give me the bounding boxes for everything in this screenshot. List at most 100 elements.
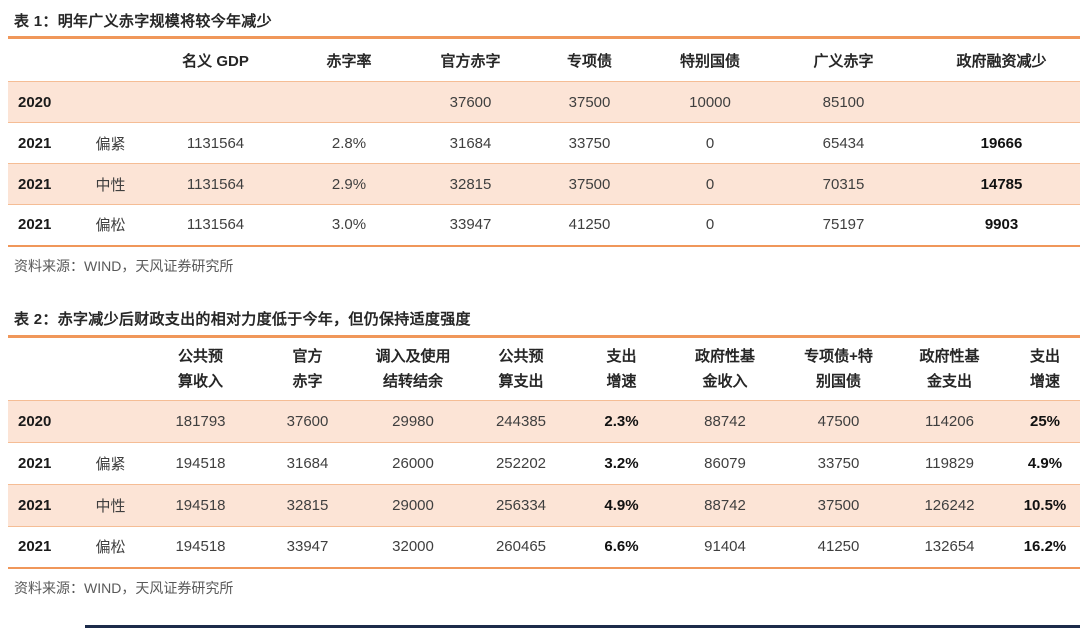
col-header-empty (8, 336, 78, 401)
col-header-line: 官方 (292, 347, 323, 365)
col-header: 政府性基 金收入 (670, 336, 780, 401)
table-cell: 33750 (780, 442, 897, 485)
col-header-line: 增速 (606, 372, 637, 390)
col-header-empty (8, 37, 78, 82)
table-cell: 37500 (780, 484, 897, 527)
table-cell: 194518 (143, 442, 258, 485)
col-header-line: 政府性基 (694, 347, 755, 365)
table-cell: 4.9% (1002, 442, 1080, 485)
col-header-line: 算支出 (498, 372, 544, 390)
table-row: 2021 偏松 1131564 3.0% 33947 41250 0 75197… (8, 205, 1080, 246)
col-header: 调入及使用 结转结余 (357, 336, 469, 401)
table-cell: 114206 (897, 400, 1002, 443)
table1: 名义 GDP 赤字率 官方赤字 专项债 特别国债 广义赤字 政府融资减少 202… (8, 36, 1080, 247)
table-cell: 41250 (817, 538, 860, 556)
col-header-line: 政府性基 (919, 347, 980, 365)
col-header-line: 结转结余 (382, 372, 443, 390)
table-cell: 32815 (258, 484, 357, 527)
col-header: 政府融资减少 (915, 37, 1080, 82)
table-cell: 33947 (449, 216, 492, 234)
table-cell: 32000 (392, 538, 434, 556)
table-cell: 88742 (670, 400, 780, 443)
table-cell: 37600 (410, 81, 531, 123)
table-cell: 126242 (897, 484, 1002, 527)
table2-section: 表 2：赤字减少后财政支出的相对力度低于今年，但仍保持适度强度 公共预算收入 官… (8, 308, 1080, 599)
table-cell: 偏紧 (78, 442, 143, 485)
col-header: 名义 GDP (143, 37, 288, 82)
table-cell: 75197 (822, 216, 865, 234)
table-cell: 19666 (915, 122, 1080, 164)
table-cell: 37500 (531, 163, 648, 205)
table-cell: 2.3% (573, 400, 670, 443)
table-cell: 2021 (8, 122, 78, 164)
table-cell: 9903 (984, 216, 1019, 234)
table-cell: 1131564 (186, 216, 245, 234)
table-cell: 中性 (78, 484, 143, 527)
footer-divider (85, 625, 1080, 628)
table2-source: 资料来源：WIND，天风证券研究所 (14, 580, 234, 596)
table-cell: 181793 (143, 400, 258, 443)
table-cell: 85100 (772, 81, 915, 123)
col-header: 政府性基 金支出 (897, 336, 1002, 401)
table-cell: 33750 (531, 122, 648, 164)
table-cell: 26000 (357, 442, 469, 485)
col-header: 支出 增速 (1002, 336, 1080, 401)
table-cell: 37600 (258, 400, 357, 443)
table-cell: 252202 (469, 442, 573, 485)
table-cell: 中性 (78, 163, 143, 205)
table-cell: 2021 (8, 484, 78, 527)
table-cell: 119829 (897, 442, 1002, 485)
table-row: 2021 中性 1131564 2.9% 32815 37500 0 70315… (8, 163, 1080, 205)
table-cell: 3.2% (573, 442, 670, 485)
table2-header-row: 公共预 算收入 官方 赤字 调入及使用 结转结余 公共预 算支出 支出 增速 政府性基 金收… (8, 336, 1080, 401)
table-cell (78, 400, 143, 443)
col-header-line: 增速 (1029, 372, 1060, 390)
col-header: 广义赤字 (772, 37, 915, 82)
table2: 公共预 算收入 官方 赤字 调入及使用 结转结余 公共预 算支出 支出 增速 政府性基 金收… (8, 334, 1080, 569)
col-header: 公共预 算支出 (469, 336, 573, 401)
table-cell: 2021 (18, 538, 52, 556)
table-cell: 41250 (568, 216, 611, 234)
table-cell: 2.8% (288, 122, 410, 164)
table-cell (143, 81, 288, 123)
table-cell: 2021 (8, 442, 78, 485)
col-header-line: 专项债+特 (804, 347, 873, 365)
col-header-line: 别国债 (815, 372, 861, 390)
table-cell: 3.0% (331, 216, 367, 234)
table-cell: 偏松 (95, 217, 126, 235)
table-cell (288, 81, 410, 123)
table-cell: 91404 (704, 538, 746, 556)
table-cell: 29000 (357, 484, 469, 527)
col-header: 特别国债 (648, 37, 772, 82)
col-header-line: 支出 (1029, 347, 1060, 365)
table-cell: 10.5% (1002, 484, 1080, 527)
table-cell: 1131564 (143, 163, 288, 205)
table-cell: 194518 (175, 538, 226, 556)
table2-title: 表 2：赤字减少后财政支出的相对力度低于今年，但仍保持适度强度 (14, 310, 471, 328)
table-cell: 2020 (8, 81, 78, 123)
table-cell: 244385 (469, 400, 573, 443)
col-header: 支出 增速 (573, 336, 670, 401)
col-header-line: 公共预 (498, 347, 544, 365)
table-cell: 194518 (143, 484, 258, 527)
table-cell: 2021 (18, 216, 52, 234)
table-cell: 2021 (8, 163, 78, 205)
table-row: 2021 偏紧 194518 31684 26000 252202 3.2% 8… (8, 442, 1080, 485)
col-header-line: 公共预 (177, 347, 223, 365)
table-cell: 70315 (772, 163, 915, 205)
table-cell: 0 (648, 122, 772, 164)
table-row: 2021 偏紧 1131564 2.8% 31684 33750 0 65434… (8, 122, 1080, 164)
table-cell: 2020 (8, 400, 78, 443)
table-cell: 14785 (915, 163, 1080, 205)
table-row: 2020 37600 37500 10000 85100 (8, 81, 1080, 123)
table-cell (915, 81, 1080, 123)
col-header-line: 支出 (606, 347, 637, 365)
table-cell: 132654 (924, 538, 975, 556)
table-cell: 47500 (780, 400, 897, 443)
col-header-line: 算收入 (177, 372, 223, 390)
table-cell: 偏紧 (78, 122, 143, 164)
table1-header-row: 名义 GDP 赤字率 官方赤字 专项债 特别国债 广义赤字 政府融资减少 (8, 37, 1080, 82)
table-cell: 86079 (670, 442, 780, 485)
table-row: 2021 中性 194518 32815 29000 256334 4.9% 8… (8, 484, 1080, 527)
table-cell: 10000 (648, 81, 772, 123)
